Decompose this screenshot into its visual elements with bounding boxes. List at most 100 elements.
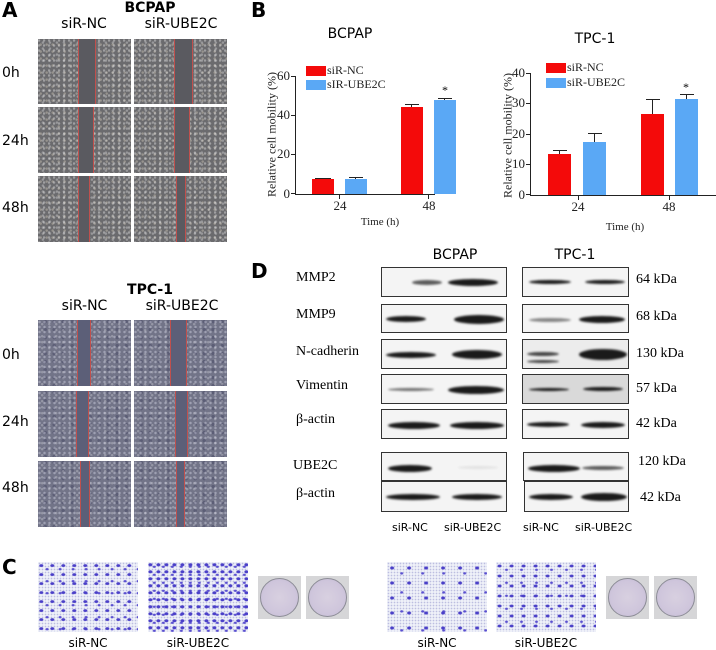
panel-letter-a: A [2, 0, 18, 22]
lane-label-tpc1-sirube2c: siR-UBE2C [575, 521, 633, 534]
kda-label-beta-actin-2: 42 kDa [640, 490, 681, 505]
band [529, 280, 571, 284]
tpc1-col-sirnc: siR-NC [61, 298, 108, 314]
protein-label-ncadherin: N-cadherin [296, 344, 359, 359]
y-tick [526, 73, 530, 74]
band [528, 465, 580, 472]
band [450, 422, 504, 429]
band [579, 349, 627, 360]
blot-tpc1-vimentin [522, 374, 629, 404]
band [527, 352, 559, 356]
scratch-gap [77, 320, 91, 386]
lane-label-bcpap-sirube2c: siR-UBE2C [444, 521, 502, 534]
bcpap-sirnc-48h-image [38, 176, 131, 242]
y-tick-label: 30 [512, 95, 525, 110]
y-tick [526, 103, 530, 104]
legend-label-sirnc: siR-NC [567, 60, 604, 74]
legend-label-sirube2c: sIR-UBE2C [327, 77, 386, 91]
protein-label-mmp2: MMP2 [296, 270, 336, 285]
colony-dish-bcpap-sirube2c [306, 576, 349, 619]
tpc1-sirnc-48h-image [38, 461, 131, 527]
band [386, 352, 436, 358]
blot-bcpap-beta-actin [381, 409, 507, 439]
protein-label-vimentin: Vimentin [296, 378, 349, 393]
tpc1-col-sirube2c: siR-UBE2C [145, 298, 219, 314]
band [581, 422, 625, 428]
bar-sirnc-24 [312, 179, 334, 194]
tpc1-scratch-title: TPC-1 [127, 282, 173, 298]
error-bar [652, 99, 653, 114]
transwell-label-tpc1-sirube2c: siR-UBE2C [514, 636, 578, 650]
band [452, 494, 502, 500]
band [529, 388, 569, 391]
bcpap-sirnc-24h-image [38, 107, 131, 173]
bcpap-row-24h: 24h [2, 133, 29, 149]
transwell-label-bcpap-sirube2c: siR-UBE2C [166, 636, 230, 650]
legend-swatch-sirnc [546, 63, 566, 73]
bcpap-sirube2c-48h-image [134, 176, 227, 242]
x-tick-label: 48 [662, 199, 676, 214]
y-axis-label: Relative cell mobility (%) [264, 72, 279, 197]
blot-bcpap-vimentin [381, 374, 507, 404]
y-tick-label: 40 [512, 65, 525, 80]
band [386, 316, 426, 322]
error-cap [553, 150, 567, 151]
lane-label-tpc1-sirnc: siR-NC [523, 521, 559, 534]
bar-sirnc-24 [548, 154, 571, 195]
y-tick [291, 115, 295, 116]
band [581, 493, 627, 501]
bar-sirube2c-24 [345, 179, 367, 194]
bcpap-row-48h: 48h [2, 200, 29, 216]
x-tick-label: 24 [571, 199, 585, 214]
tpc1-row-24h: 24h [2, 414, 29, 430]
bar-sirube2c-48 [675, 99, 698, 195]
scratch-gap [170, 320, 187, 386]
scratch-gap [78, 39, 96, 104]
y-tick [291, 154, 295, 155]
x-axis [530, 195, 716, 196]
significance-marker: * [683, 80, 689, 94]
y-tick-label: 20 [512, 126, 525, 141]
band [388, 388, 434, 391]
y-tick-label: 0 [283, 186, 291, 201]
band [448, 386, 504, 394]
tpc1-row-0h: 0h [2, 347, 20, 363]
blot-tpc1-beta-actin-2 [524, 481, 629, 512]
blot-tpc1-ube2c [523, 452, 629, 481]
transwell-tpc1-sirube2c-image [496, 562, 596, 632]
error-bar [594, 133, 595, 142]
bar-sirnc-48 [401, 107, 423, 194]
dish [260, 578, 299, 617]
y-axis [530, 73, 531, 196]
y-tick-label: 0 [518, 187, 526, 202]
kda-label-mmp2: 64 kDa [636, 272, 677, 287]
bcpap-sirube2c-0h-image [134, 39, 227, 104]
band [454, 315, 504, 324]
tpc1-sirube2c-24h-image [134, 391, 227, 457]
scratch-gap [175, 391, 188, 457]
kda-label-mmp9: 68 kDa [636, 309, 677, 324]
tpc1-sirnc-0h-image [38, 320, 131, 386]
tpc1-sirnc-24h-image [38, 391, 131, 457]
band [388, 465, 432, 472]
band [529, 318, 571, 322]
error-cap [405, 104, 419, 105]
y-tick-label: 40 [277, 107, 290, 122]
x-tick-label: 24 [333, 198, 347, 213]
bcpap-sirnc-0h-image [38, 39, 131, 104]
scratch-gap [176, 176, 186, 242]
kda-label-vimentin: 57 kDa [636, 381, 677, 396]
lane-label-bcpap-sirnc: siR-NC [392, 521, 428, 534]
scratch-gap [174, 107, 190, 173]
panel-letter-b: B [251, 0, 267, 22]
panel-letter-c: C [2, 555, 17, 579]
band [448, 279, 498, 286]
x-tick [669, 196, 670, 200]
error-bar [686, 94, 687, 99]
x-tick [339, 195, 340, 199]
error-cap [438, 98, 452, 99]
kda-label-ncadherin: 130 kDa [636, 346, 684, 361]
band [583, 387, 623, 391]
tpc1-sirube2c-48h-image [134, 461, 227, 527]
transwell-bcpap-sirube2c-image [148, 562, 248, 632]
